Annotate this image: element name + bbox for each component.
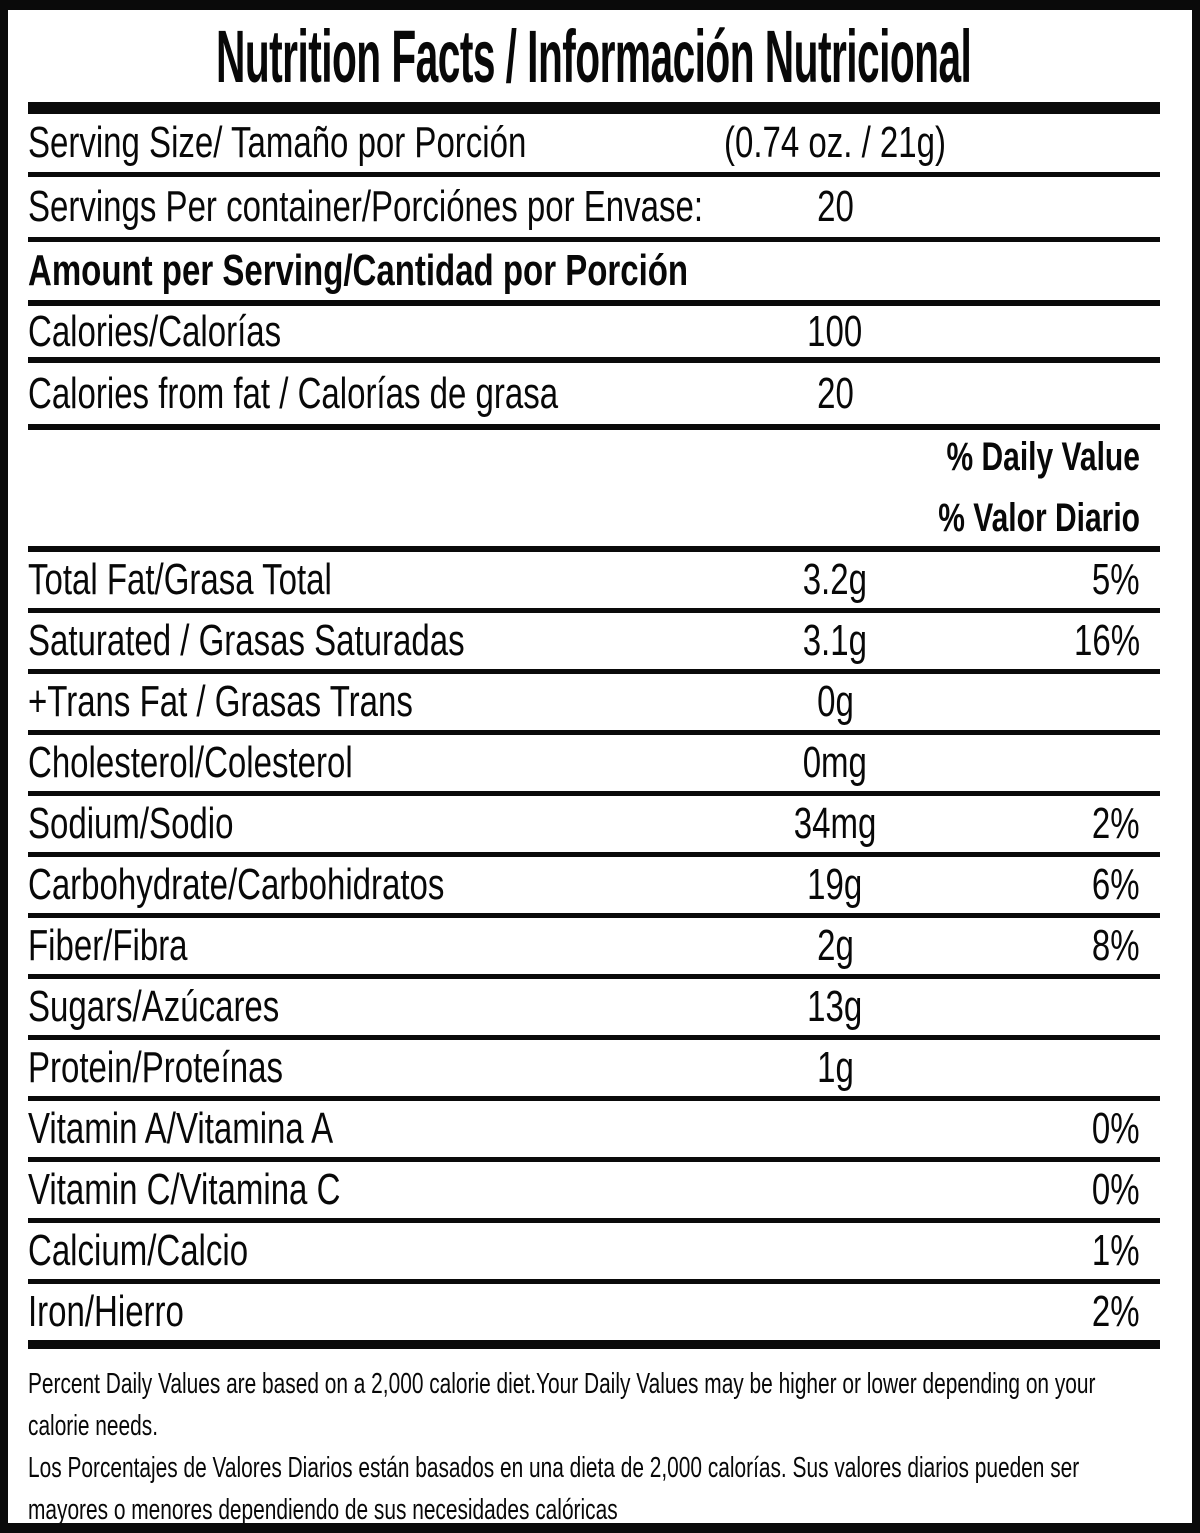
protein-row: Protein/Proteínas 1g xyxy=(28,1040,1160,1101)
iron-label: Iron/Hierro xyxy=(28,1287,184,1336)
calcium-row: Calcium/Calcio 1% xyxy=(28,1223,1160,1284)
sugars-percent xyxy=(1000,982,1160,1032)
footnotes-section: Percent Daily Values are based on a 2,00… xyxy=(28,1349,1160,1527)
fiber-value: 2g xyxy=(816,921,854,970)
sodium-label: Sodium/Sodio xyxy=(28,799,234,848)
servings-per-container-label: Servings Per container/Porciónes por Env… xyxy=(28,182,704,231)
total-fat-row: Total Fat/Grasa Total 3.2g 5% xyxy=(28,552,1160,613)
calories-from-fat-row: Calories from fat / Calorías de grasa 20 xyxy=(28,363,1160,430)
trans-fat-label: +Trans Fat / Grasas Trans xyxy=(28,677,413,726)
serving-size-label: Serving Size/ Tamaño por Porción xyxy=(28,118,527,167)
sodium-row: Sodium/Sodio 34mg 2% xyxy=(28,796,1160,857)
sugars-value: 13g xyxy=(807,982,863,1031)
title-separator-bar xyxy=(28,102,1160,114)
serving-size-row: Serving Size/ Tamaño por Porción (0.74 o… xyxy=(28,114,1160,177)
daily-value-header-es: % Valor Diario xyxy=(938,496,1140,540)
vitamin-a-row: Vitamin A/Vitamina A 0% xyxy=(28,1101,1160,1162)
calories-value: 100 xyxy=(807,306,863,356)
protein-percent xyxy=(1000,1043,1160,1093)
cholesterol-row: Cholesterol/Colesterol 0mg xyxy=(28,735,1160,796)
carbohydrate-percent: 6% xyxy=(1092,860,1140,909)
amount-per-serving-header: Amount per Serving/Cantidad por Porción xyxy=(28,246,689,295)
iron-percent: 2% xyxy=(1092,1287,1140,1336)
amount-per-serving-header-row: Amount per Serving/Cantidad por Porción xyxy=(28,242,1160,306)
calcium-value xyxy=(670,1226,1000,1276)
iron-value xyxy=(670,1287,1000,1337)
total-fat-value: 3.2g xyxy=(802,555,868,604)
vitamin-a-label: Vitamin A/Vitamina A xyxy=(28,1104,334,1153)
protein-label: Protein/Proteínas xyxy=(28,1043,283,1092)
servings-per-container-value: 20 xyxy=(816,182,854,231)
carbohydrate-label: Carbohydrate/Carbohidratos xyxy=(28,860,445,909)
vitamin-c-row: Vitamin C/Vitamina C 0% xyxy=(28,1162,1160,1223)
servings-per-container-row: Servings Per container/Porciónes por Env… xyxy=(28,177,1160,242)
fiber-row: Fiber/Fibra 2g 8% xyxy=(28,918,1160,979)
label-title-row: Nutrition Facts / Información Nutriciona… xyxy=(28,10,1160,102)
calcium-percent: 1% xyxy=(1092,1226,1140,1275)
vitamin-a-value xyxy=(670,1104,1000,1154)
cholesterol-percent xyxy=(1000,738,1160,788)
fiber-percent: 8% xyxy=(1092,921,1140,970)
sodium-percent: 2% xyxy=(1092,799,1140,848)
total-fat-percent: 5% xyxy=(1092,555,1140,604)
footnote-english: Percent Daily Values are based on a 2,00… xyxy=(28,1368,1096,1443)
cholesterol-label: Cholesterol/Colesterol xyxy=(28,738,353,787)
calories-row: Calories/Calorías 100 xyxy=(28,306,1160,363)
vitamin-c-value xyxy=(670,1165,1000,1215)
saturated-fat-percent: 16% xyxy=(1073,616,1140,665)
sugars-label: Sugars/Azúcares xyxy=(28,982,280,1031)
vitamin-c-label: Vitamin C/Vitamina C xyxy=(28,1165,341,1214)
daily-value-header-en: % Daily Value xyxy=(946,435,1140,479)
calories-label: Calories/Calorías xyxy=(28,306,282,356)
iron-row: Iron/Hierro 2% xyxy=(28,1284,1160,1349)
vitamin-a-percent: 0% xyxy=(1092,1104,1140,1153)
trans-fat-percent xyxy=(1000,677,1160,727)
saturated-fat-value: 3.1g xyxy=(802,616,868,665)
total-fat-label: Total Fat/Grasa Total xyxy=(28,555,332,604)
fiber-label: Fiber/Fibra xyxy=(28,921,188,970)
footnote-spanish: Los Porcentajes de Valores Diarios están… xyxy=(28,1452,1080,1527)
footnotes-text-block: Percent Daily Values are based on a 2,00… xyxy=(28,1363,1158,1527)
saturated-fat-row: Saturated / Grasas Saturadas 3.1g 16% xyxy=(28,613,1160,674)
vitamin-c-percent: 0% xyxy=(1092,1165,1140,1214)
carbohydrate-row: Carbohydrate/Carbohidratos 19g 6% xyxy=(28,857,1160,918)
serving-size-value: (0.74 oz. / 21g) xyxy=(724,118,946,167)
calcium-label: Calcium/Calcio xyxy=(28,1226,249,1275)
calories-from-fat-value: 20 xyxy=(816,368,854,418)
protein-value: 1g xyxy=(816,1043,854,1092)
carbohydrate-value: 19g xyxy=(807,860,863,909)
cholesterol-value: 0mg xyxy=(802,738,868,787)
daily-value-header-block: % Daily Value % Valor Diario xyxy=(28,430,1160,552)
label-title: Nutrition Facts / Información Nutriciona… xyxy=(216,14,972,98)
calories-from-fat-label: Calories from fat / Calorías de grasa xyxy=(28,368,559,418)
saturated-fat-label: Saturated / Grasas Saturadas xyxy=(28,616,465,665)
sugars-row: Sugars/Azúcares 13g xyxy=(28,979,1160,1040)
trans-fat-value: 0g xyxy=(816,677,854,726)
sodium-value: 34mg xyxy=(793,799,877,848)
trans-fat-row: +Trans Fat / Grasas Trans 0g xyxy=(28,674,1160,735)
